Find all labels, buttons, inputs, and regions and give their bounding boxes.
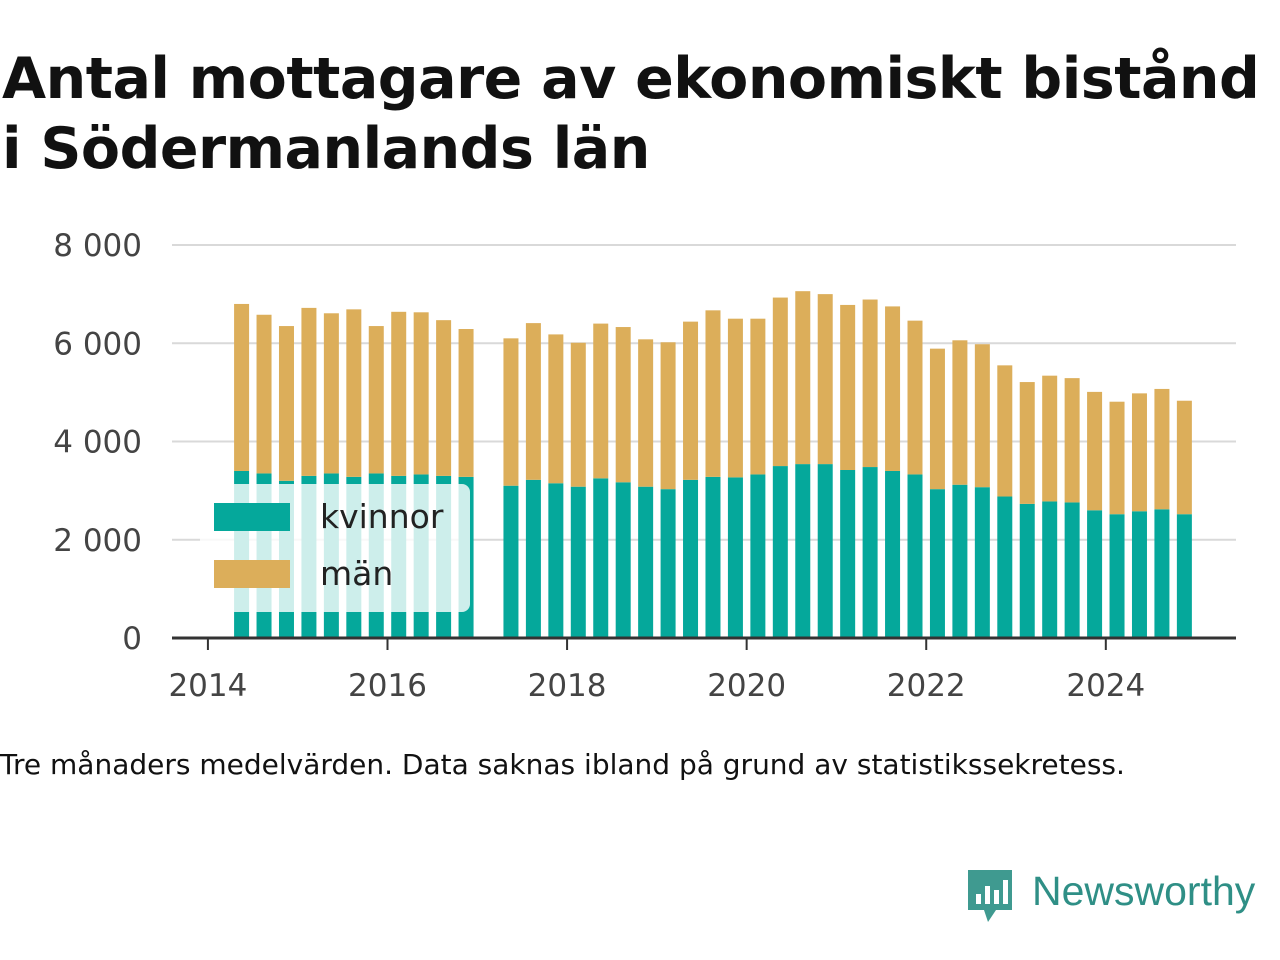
bar-man [503,338,519,486]
bar-man [974,344,990,488]
bar-man [952,340,968,485]
bar-kvinnor [997,496,1013,638]
y-tick-label: 4 000 [53,425,142,461]
x-tick-label: 2024 [1066,668,1145,704]
chart-title: Antal mottagare av ekonomiskt bistånd i … [2,46,1260,182]
bar-kvinnor [548,483,564,638]
bar-man [323,313,339,474]
bar-man [615,327,631,483]
bar-man [570,342,586,487]
bar-man [862,299,878,468]
legend-label-kvinnor: kvinnor [320,497,444,536]
bar-kvinnor [727,477,743,638]
bar-kvinnor [638,486,654,638]
y-tick-label: 2 000 [53,523,142,559]
bar-kvinnor [750,474,766,638]
bar-man [772,297,788,467]
bar-kvinnor [1109,514,1125,638]
bar-kvinnor [1064,502,1080,638]
bar-kvinnor [525,479,541,638]
x-tick-label: 2020 [707,668,786,704]
bar-man [683,321,699,480]
bar-man [301,307,317,476]
bar-man [929,348,945,490]
x-tick-label: 2022 [887,668,966,704]
bar-kvinnor [952,484,968,638]
bar-kvinnor [1154,509,1170,638]
bar-man [593,323,609,479]
bar-man [234,303,250,471]
bar-man [705,310,721,477]
bar-kvinnor [1042,501,1058,638]
bar-kvinnor [660,489,676,638]
bar-man [1042,375,1058,502]
bar-kvinnor [705,476,721,638]
bar-kvinnor [683,479,699,638]
bar-kvinnor [503,485,519,638]
bar-man [413,312,429,475]
bar-man [660,342,676,490]
bar-man [750,318,766,475]
bar-kvinnor [593,478,609,638]
bars [234,291,1192,638]
bar-kvinnor [885,470,901,638]
axes: 0 2 000 4 000 6 000 8 000 2014 2016 2018 2020 202… [53,228,1236,704]
newsworthy-logo-icon [968,870,1012,922]
bar-kvinnor [817,464,833,638]
bar-man [525,323,541,480]
y-tick-label: 8 000 [53,228,142,264]
y-tick-label: 6 000 [53,326,142,362]
bar-kvinnor [840,469,856,638]
x-tick-label: 2016 [348,668,427,704]
bar-man [817,294,833,465]
bar-kvinnor [974,487,990,638]
legend-label-man: män [320,554,393,593]
bar-man [1109,401,1125,515]
bar-man [278,326,294,481]
footnote: Tre månaders medelvärden. Data saknas ib… [0,748,1125,781]
bar-man [727,318,743,478]
bar-kvinnor [772,466,788,638]
bar-man [885,306,901,471]
bar-man [1131,393,1147,512]
bar-man [458,329,474,477]
bar-man [997,365,1013,497]
x-tick-label: 2014 [168,668,247,704]
bar-man [1176,400,1192,515]
bar-kvinnor [615,482,631,638]
bar-kvinnor [570,486,586,638]
bar-man [391,311,407,476]
brand-logo[interactable]: Newsworthy [964,864,1280,928]
legend-swatch-kvinnor [214,503,290,531]
bar-kvinnor [795,464,811,638]
bar-man [795,291,811,465]
y-tick-label: 0 [122,621,142,657]
bar-man [907,320,923,475]
bar-man [1154,388,1170,510]
bar-man [840,304,856,470]
bar-man [1019,382,1035,504]
bar-kvinnor [907,474,923,638]
bar-kvinnor [929,489,945,638]
bar-kvinnor [1019,503,1035,638]
legend: kvinnor män [200,484,470,612]
bar-man [638,339,654,487]
bar-kvinnor [862,467,878,638]
bar-man [346,309,362,477]
bar-man [368,326,384,474]
bar-man [1064,378,1080,503]
bar-kvinnor [1087,510,1103,638]
bar-man [548,334,564,484]
bar-man [436,320,452,476]
x-tick-label: 2018 [528,668,607,704]
bar-man [256,314,272,474]
brand-name: Newsworthy [1032,868,1256,914]
bar-kvinnor [1131,511,1147,638]
bar-man [1087,391,1103,511]
bar-kvinnor [1176,514,1192,638]
legend-swatch-man [214,560,290,588]
